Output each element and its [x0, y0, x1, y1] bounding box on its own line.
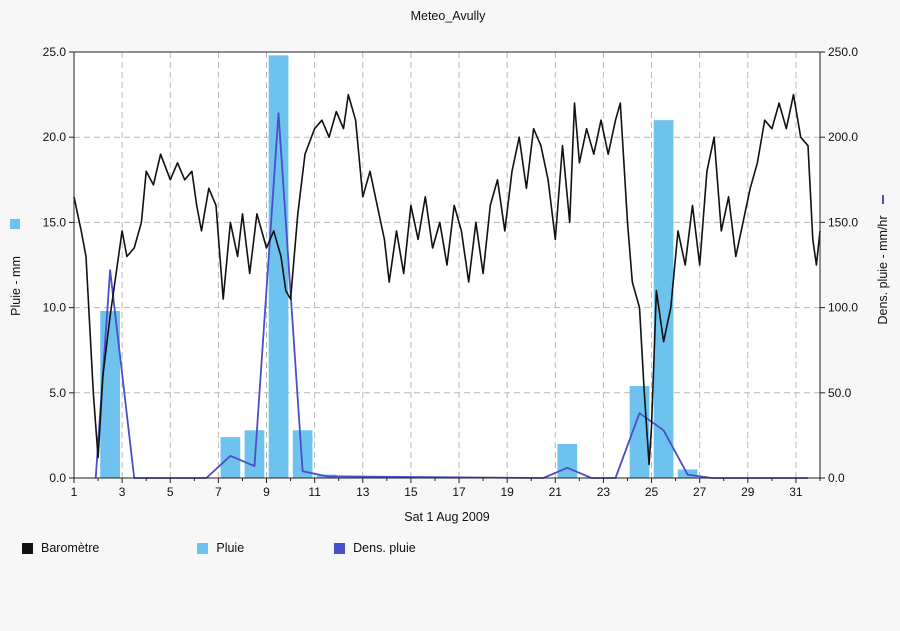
- y-left-tick-label: 25.0: [43, 45, 67, 59]
- x-tick-label: 21: [549, 485, 563, 499]
- legend-swatch: [197, 542, 209, 554]
- axes: [69, 51, 825, 483]
- x-tick-label: 7: [215, 485, 222, 499]
- x-tick-label: 9: [263, 485, 270, 499]
- x-axis-label: Sat 1 Aug 2009: [404, 510, 490, 524]
- y-axis-left-label: Pluie - mm: [9, 256, 23, 316]
- y-right-tick-label: 250.0: [828, 45, 858, 59]
- pluie-bar: [557, 443, 578, 478]
- legend-item-barometre: Baromètre: [22, 541, 99, 555]
- x-tick-label: 11: [308, 485, 321, 499]
- pluie-bar: [292, 430, 313, 478]
- legend-item-pluie: Pluie: [197, 541, 244, 555]
- y-left-tick-label: 20.0: [43, 130, 67, 144]
- grid: [73, 51, 820, 479]
- legend-label: Pluie: [216, 541, 245, 555]
- legend-label: Dens. pluie: [353, 541, 416, 555]
- pluie-bar: [629, 385, 650, 478]
- pluie-bar: [653, 120, 674, 478]
- plot-frame: [73, 51, 821, 479]
- x-tick-label: 5: [167, 485, 174, 499]
- y-left-tick-label: 0.0: [49, 471, 66, 485]
- tick-labels: 1 3 5 7 9 11 13 15 17 19 21 23 25 27 29 310.05.010.015.…: [43, 45, 859, 499]
- x-tick-label: 25: [645, 485, 659, 499]
- legend: Baromètre Pluie Dens. pluie: [22, 541, 456, 555]
- x-tick-label: 17: [452, 485, 466, 499]
- y-right-tick-label: 100.0: [828, 301, 858, 315]
- legend-item-dens-pluie: Dens. pluie: [334, 541, 416, 555]
- x-tick-label: 23: [597, 485, 611, 499]
- barometre-line: [73, 93, 821, 466]
- legend-swatch: [334, 542, 346, 554]
- x-tick-label: 3: [119, 485, 126, 499]
- y-left-tick-label: 15.0: [43, 215, 67, 229]
- x-tick-label: 29: [741, 485, 755, 499]
- y-right-tick-label: 0.0: [828, 471, 845, 485]
- legend-label: Baromètre: [41, 541, 100, 555]
- left-axis-swatch: [10, 219, 20, 229]
- x-tick-label: 1: [71, 485, 78, 499]
- chart-title: Meteo_Avully: [411, 9, 487, 23]
- pluie-bar: [220, 437, 241, 478]
- y-left-tick-label: 5.0: [49, 386, 66, 400]
- y-right-tick-label: 200.0: [828, 130, 858, 144]
- y-left-tick-label: 10.0: [43, 301, 67, 315]
- x-tick-label: 15: [404, 485, 418, 499]
- y-right-tick-label: 50.0: [828, 386, 852, 400]
- x-tick-label: 19: [500, 485, 514, 499]
- y-right-tick-label: 150.0: [828, 215, 858, 229]
- y-axis-right-label: Dens. pluie - mm/hr: [876, 215, 890, 324]
- x-tick-label: 31: [789, 485, 803, 499]
- legend-swatch: [22, 542, 33, 554]
- x-tick-label: 13: [356, 485, 370, 499]
- x-tick-label: 27: [693, 485, 707, 499]
- pluie-bar: [268, 55, 289, 479]
